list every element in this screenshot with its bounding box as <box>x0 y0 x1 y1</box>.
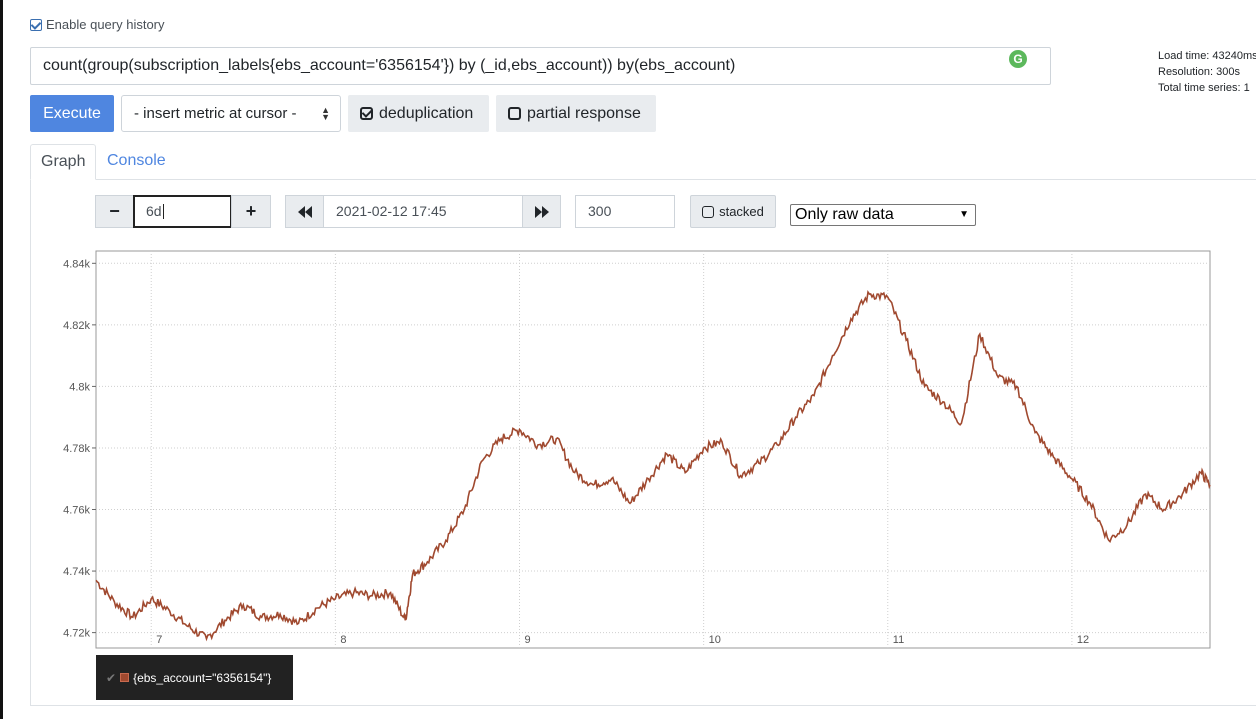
checkbox-checked-icon <box>360 107 373 120</box>
x-tick-label: 10 <box>709 634 721 646</box>
range-decrease-button[interactable]: − <box>95 195 134 228</box>
chevron-down-icon: ▼ <box>959 209 969 220</box>
tab-divider <box>96 179 1256 180</box>
range-increase-button[interactable]: + <box>231 195 271 228</box>
x-tick-label: 12 <box>1077 634 1089 646</box>
range-input[interactable]: 6d <box>133 195 232 228</box>
time-forward-button[interactable] <box>522 195 561 228</box>
downsample-select[interactable]: Only raw data ▼ <box>790 204 976 226</box>
series-line <box>95 289 1211 642</box>
legend[interactable]: ✔ {ebs_account="6356154"} <box>96 655 293 700</box>
resolution-input[interactable]: 300 <box>575 195 675 228</box>
resolution-stat: Resolution: 300s <box>1158 66 1240 78</box>
y-tick-label: 4.72k <box>63 628 90 640</box>
execute-button[interactable]: Execute <box>30 95 114 132</box>
insert-metric-select[interactable]: - insert metric at cursor - ▲ ▼ <box>121 95 341 132</box>
fast-forward-icon <box>534 205 549 218</box>
y-tick-label: 4.76k <box>63 505 90 517</box>
partial-response-toggle[interactable]: partial response <box>496 95 656 132</box>
deduplication-label: deduplication <box>379 104 474 122</box>
select-arrows-icon: ▲ ▼ <box>321 105 330 122</box>
graph-panel <box>30 179 1256 706</box>
downsample-value: Only raw data <box>795 206 894 223</box>
x-tick-label: 11 <box>893 634 904 646</box>
range-value: 6d <box>146 203 162 219</box>
time-series-chart[interactable]: 4.72k 4.74k 4.76k 4.78k 4.8k 4.82k 4.84k 7 8 9 10 1… <box>40 248 1220 653</box>
query-history-label: Enable query history <box>46 17 165 32</box>
stacked-label: stacked <box>719 204 764 219</box>
x-tick-label: 8 <box>340 634 346 646</box>
y-tick-label: 4.8k <box>69 381 90 393</box>
plot-area <box>95 250 1211 649</box>
window-edge <box>0 0 3 719</box>
fast-backward-icon <box>297 205 312 218</box>
partial-response-label: partial response <box>527 104 641 122</box>
query-stats: Load time: 43240ms Resolution: 300s Tota… <box>1158 48 1256 96</box>
checkbox-checked-icon <box>30 18 42 31</box>
checkbox-unchecked-icon <box>508 107 521 120</box>
checkbox-unchecked-icon <box>702 205 715 218</box>
load-time: Load time: 43240ms <box>1158 50 1256 62</box>
expression-input[interactable]: count(group(subscription_labels{ebs_acco… <box>30 47 1051 85</box>
grammarly-icon[interactable]: G <box>1009 50 1027 68</box>
stacked-toggle[interactable]: stacked <box>690 195 776 228</box>
end-time-input[interactable]: 2021-02-12 17:45 <box>323 195 523 228</box>
legend-swatch <box>120 673 130 682</box>
y-tick-label: 4.74k <box>63 566 90 578</box>
tab-graph[interactable]: Graph <box>30 144 96 180</box>
deduplication-toggle[interactable]: deduplication <box>348 95 489 132</box>
y-tick-label: 4.78k <box>63 443 90 455</box>
tab-console[interactable]: Console <box>107 152 166 169</box>
text-caret <box>162 204 164 219</box>
x-tick-label: 9 <box>525 634 531 646</box>
query-history-toggle[interactable]: Enable query history <box>30 17 165 32</box>
time-back-button[interactable] <box>285 195 324 228</box>
legend-series-label: {ebs_account="6356154"} <box>133 670 272 685</box>
insert-metric-label: - insert metric at cursor - <box>134 105 297 122</box>
x-tick-label: 7 <box>156 634 162 646</box>
y-tick-label: 4.82k <box>63 320 90 332</box>
y-tick-label: 4.84k <box>63 258 90 270</box>
total-series: Total time series: 1 <box>1158 82 1250 94</box>
legend-check-icon: ✔ <box>106 670 117 685</box>
